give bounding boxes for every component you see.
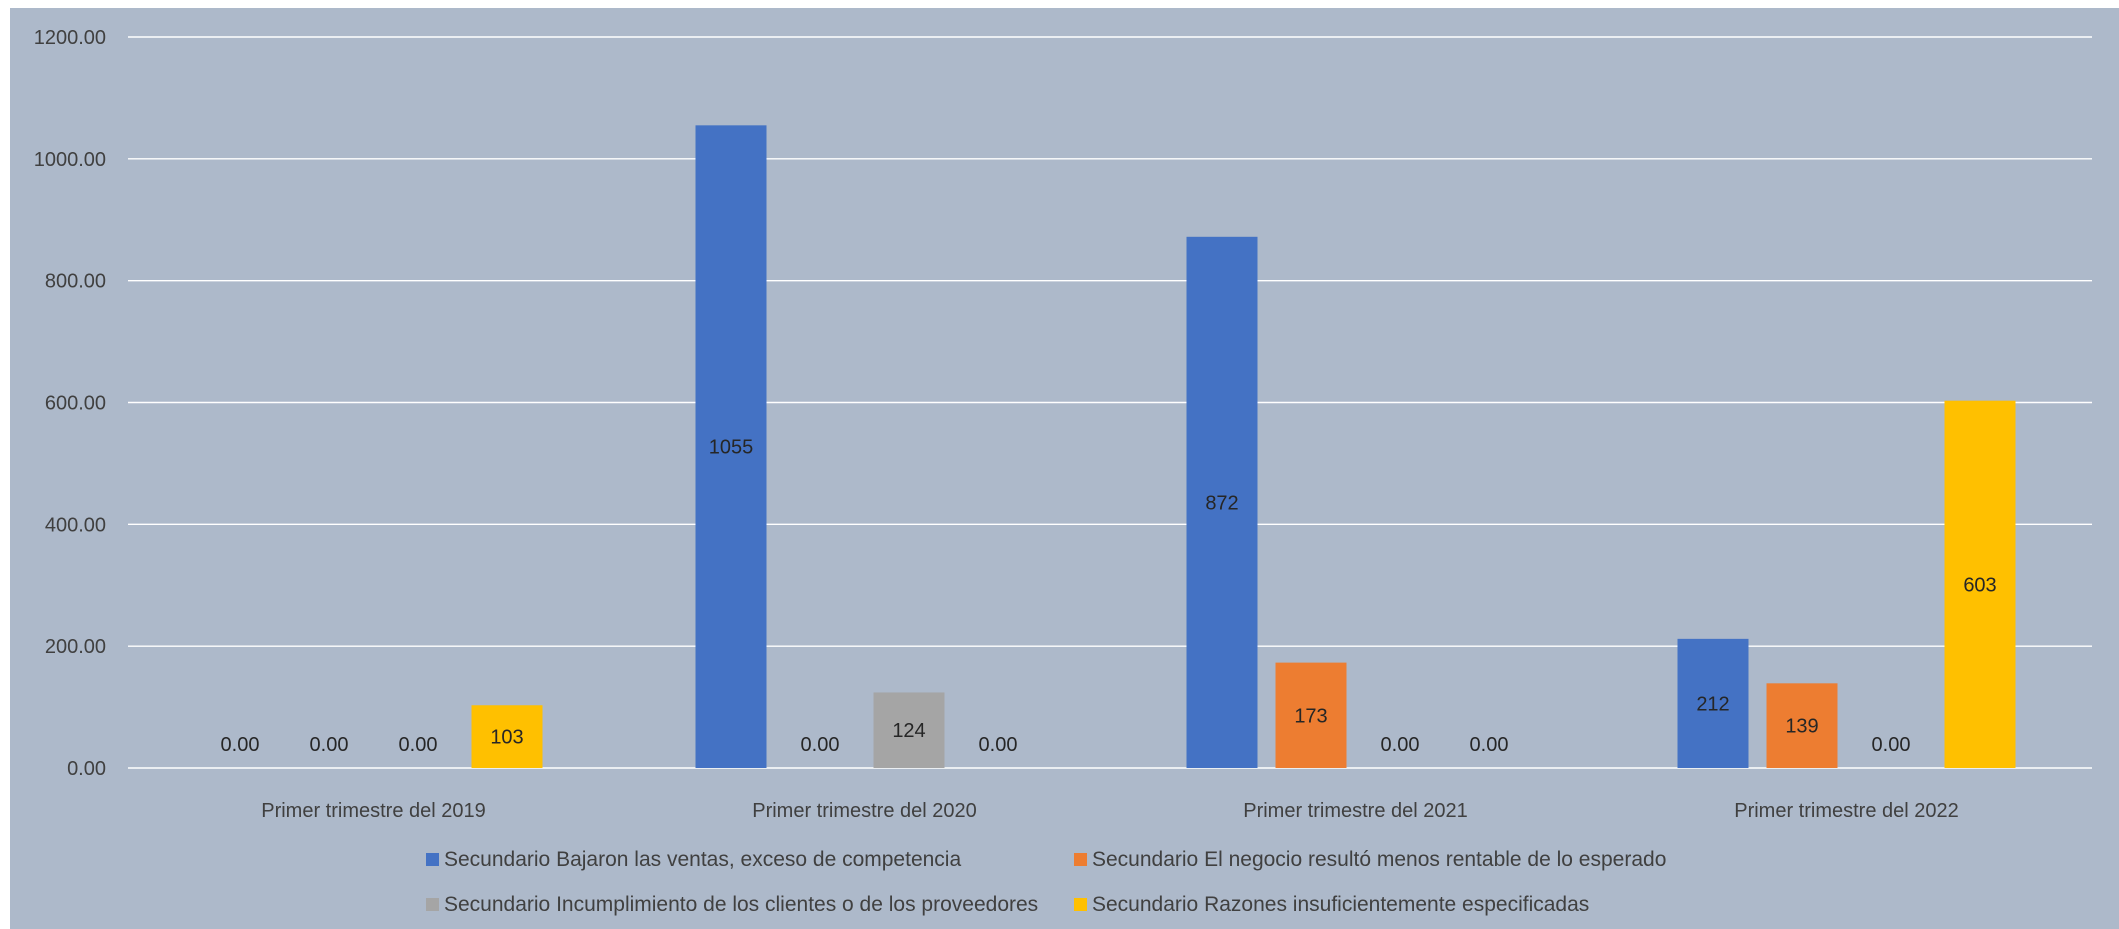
bar-4-1 bbox=[471, 705, 543, 768]
data-label: 173 bbox=[1294, 705, 1327, 727]
y-tick-label: 1000.00 bbox=[34, 149, 106, 171]
legend-swatch bbox=[1074, 853, 1087, 866]
data-label: 0.00 bbox=[1381, 734, 1420, 756]
y-tick-label: 800.00 bbox=[45, 271, 106, 293]
legend-swatch bbox=[1074, 898, 1087, 911]
bar-1-2 bbox=[695, 125, 767, 769]
data-label: 124 bbox=[892, 720, 925, 742]
data-label: 872 bbox=[1205, 492, 1238, 514]
data-label: 0.00 bbox=[979, 734, 1018, 756]
data-label: 603 bbox=[1963, 574, 1996, 596]
data-label: 0.00 bbox=[801, 734, 840, 756]
y-tick-label: 400.00 bbox=[45, 514, 106, 536]
data-label: 0.00 bbox=[1470, 734, 1509, 756]
chart-area: 0.00 200.00 400.00 600.00 800.00 1000.00 1200.… bbox=[10, 8, 2119, 929]
legend-swatch bbox=[426, 853, 439, 866]
legend-label: Secundario Razones insuficientemente esp… bbox=[1092, 893, 1589, 916]
data-label: 139 bbox=[1785, 716, 1818, 738]
data-label: 103 bbox=[490, 727, 523, 749]
legend-label: Secundario Bajaron las ventas, exceso de… bbox=[444, 848, 961, 871]
bar-2-4 bbox=[1766, 683, 1838, 768]
y-tick-label: 0.00 bbox=[67, 758, 106, 780]
bar-chart: 0.00 200.00 400.00 600.00 800.00 1000.00 1200.… bbox=[34, 27, 2092, 916]
data-label: 0.00 bbox=[221, 734, 260, 756]
bar-2-3 bbox=[1275, 662, 1347, 768]
x-tick-label: Primer trimestre del 2019 bbox=[261, 800, 486, 822]
data-label: 0.00 bbox=[1872, 734, 1911, 756]
data-label: 212 bbox=[1696, 693, 1729, 715]
data-label: 0.00 bbox=[399, 734, 438, 756]
y-tick-label: 1200.00 bbox=[34, 27, 106, 49]
legend-label: Secundario Incumplimiento de los cliente… bbox=[444, 893, 1038, 916]
legend-label: Secundario El negocio resultó menos rent… bbox=[1092, 848, 1666, 871]
data-label: 0.00 bbox=[310, 734, 349, 756]
bar-1-3 bbox=[1186, 236, 1258, 769]
x-tick-label: Primer trimestre del 2022 bbox=[1734, 800, 1959, 822]
bar-1-4 bbox=[1677, 638, 1749, 768]
legend-swatch bbox=[426, 898, 439, 911]
bar-4-4 bbox=[1944, 400, 2016, 768]
bar-3-2 bbox=[873, 692, 945, 768]
y-tick-label: 600.00 bbox=[45, 393, 106, 415]
x-tick-label: Primer trimestre del 2021 bbox=[1243, 800, 1468, 822]
y-tick-label: 200.00 bbox=[45, 636, 106, 658]
data-label: 1055 bbox=[709, 437, 754, 459]
x-tick-label: Primer trimestre del 2020 bbox=[752, 800, 977, 822]
